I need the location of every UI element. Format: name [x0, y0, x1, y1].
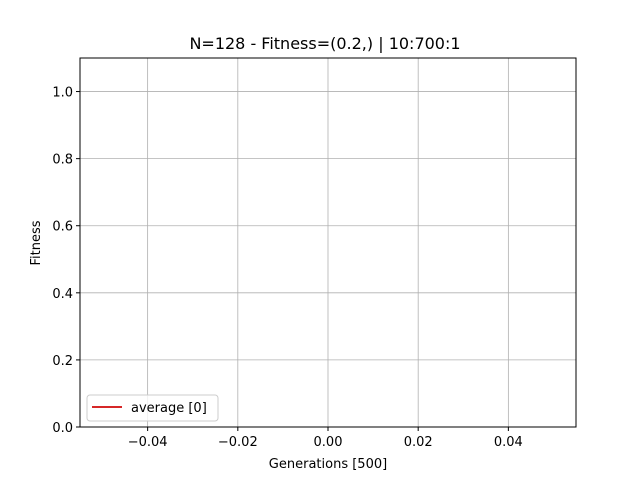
y-tick-label: 0.8 — [52, 153, 73, 168]
grid-lines — [80, 58, 576, 428]
y-tick-label: 1.0 — [52, 86, 73, 101]
y-tick-label: 0.0 — [52, 421, 73, 436]
x-tick-label: 0.04 — [494, 435, 523, 450]
y-axis-label: Fitness — [29, 220, 44, 265]
legend-label-average: average [0] — [131, 401, 207, 416]
y-axis-ticks: 0.0 0.2 0.4 0.6 0.8 1.0 — [52, 86, 80, 436]
x-axis-ticks: −0.04 −0.02 0.00 0.02 0.04 — [128, 427, 523, 450]
chart-title: N=128 - Fitness=(0.2,) | 10:700:1 — [189, 34, 460, 53]
y-tick-label: 0.6 — [52, 220, 73, 235]
legend: average [0] — [86, 394, 219, 422]
x-tick-label: 0.00 — [314, 435, 343, 450]
y-tick-label: 0.4 — [52, 287, 73, 302]
x-tick-label: −0.02 — [218, 435, 258, 450]
x-tick-label: −0.04 — [128, 435, 168, 450]
legend-box — [86, 394, 219, 422]
x-axis-label: Generations [500] — [269, 457, 387, 472]
y-tick-label: 0.2 — [52, 354, 73, 369]
x-tick-label: 0.02 — [404, 435, 433, 450]
